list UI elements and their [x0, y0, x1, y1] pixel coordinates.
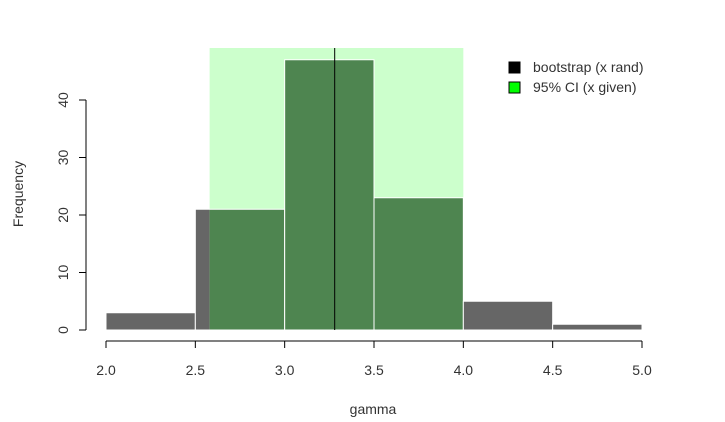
bar-0 [105, 312, 196, 331]
bar-border-3 [373, 197, 464, 331]
x-tick-label-1: 2.5 [186, 362, 206, 378]
bar-4 [462, 300, 554, 331]
y-tick-label-2: 20 [55, 207, 71, 223]
legend-label-bootstrap: bootstrap (x rand) [533, 59, 644, 75]
bar-fill-0 [106, 312, 196, 330]
x-tick-label-2: 3.0 [275, 362, 295, 378]
y-tick-label-1: 10 [55, 265, 71, 281]
bar-2 [284, 59, 375, 331]
bar-overlap-1 [209, 209, 285, 330]
bar-border-5 [552, 323, 643, 331]
bar-3 [373, 197, 464, 331]
x-axis-label: gamma [350, 401, 397, 417]
legend-label-ci: 95% CI (x given) [533, 79, 636, 95]
legend-swatch-ci [508, 81, 521, 94]
bar-border-2 [284, 59, 375, 331]
x-tick-label-4: 4.0 [454, 362, 474, 378]
x-tick-label-0: 2.0 [96, 362, 116, 378]
bars-layer [105, 59, 643, 331]
y-tick-label-0: 0 [55, 326, 71, 334]
y-tick-label-4: 40 [55, 92, 71, 108]
bar-fill-4 [463, 301, 553, 330]
axes-layer: 2.0 2.5 3.0 3.5 4.0 4.5 5.0 0 10 20 30 40 [55, 92, 652, 378]
bar-5 [552, 323, 643, 331]
x-tick-label-6: 5.0 [632, 362, 652, 378]
bar-overlap-3 [374, 197, 464, 330]
bar-1 [194, 208, 286, 331]
legend-swatch-bootstrap [508, 61, 521, 74]
y-axis-label: Frequency [10, 161, 26, 227]
bar-fill-5 [552, 324, 642, 330]
y-tick-label-3: 30 [55, 150, 71, 166]
bar-fill-left-1 [195, 209, 210, 330]
bar-overlap-2 [284, 59, 374, 330]
bar-border-4 [462, 300, 554, 331]
x-tick-label-5: 4.5 [543, 362, 563, 378]
legend: bootstrap (x rand) 95% CI (x given) [508, 59, 644, 95]
x-tick-label-3: 3.5 [364, 362, 384, 378]
